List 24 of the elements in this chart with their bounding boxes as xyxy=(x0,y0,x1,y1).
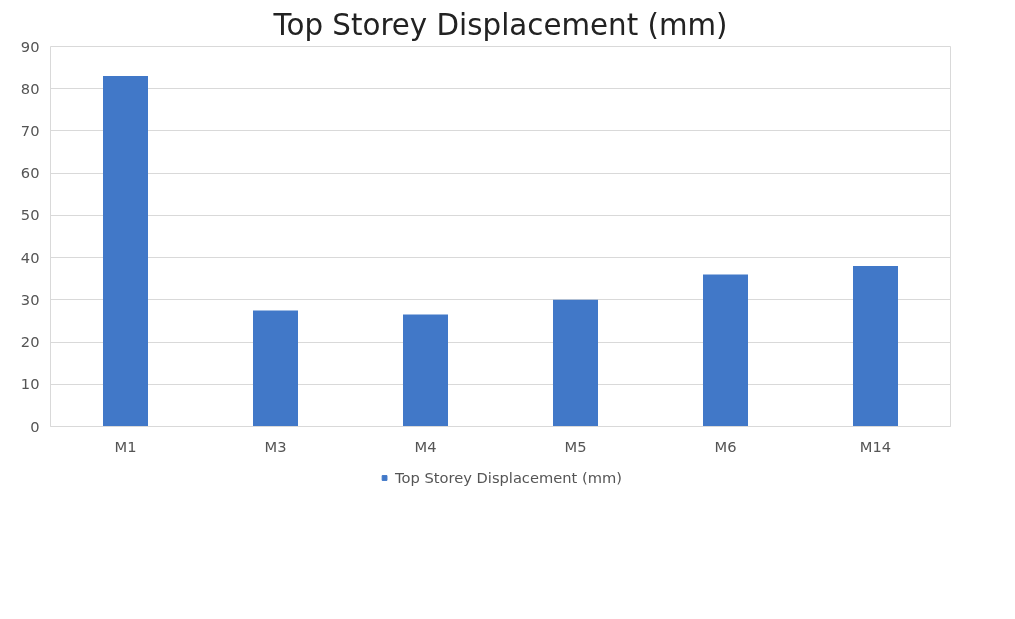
x-tick-label: M6 xyxy=(714,437,737,455)
x-tick-label: M4 xyxy=(414,437,437,455)
bar xyxy=(703,274,748,427)
bar xyxy=(103,76,148,427)
y-tick-label: 40 xyxy=(20,248,40,266)
x-tick-label: M14 xyxy=(859,437,892,455)
bar xyxy=(403,314,448,427)
x-tick-label: M1 xyxy=(114,437,137,455)
bar xyxy=(853,266,898,427)
y-tick-label: 50 xyxy=(20,206,40,224)
x-tick-label: M3 xyxy=(264,437,287,455)
y-tick-label: 20 xyxy=(20,333,40,351)
y-tick-label: 10 xyxy=(20,375,40,393)
legend-label: Top Storey Displacement (mm) xyxy=(395,468,622,486)
y-tick-label: 0 xyxy=(30,417,40,435)
y-tick-label: 90 xyxy=(20,37,40,55)
y-tick-label: 60 xyxy=(20,164,40,182)
y-tick-label: 30 xyxy=(20,290,40,308)
bar xyxy=(253,310,298,427)
y-tick-label: 70 xyxy=(20,121,40,139)
y-tick-label: 80 xyxy=(20,79,40,97)
x-tick-label: M5 xyxy=(564,437,587,455)
bar xyxy=(553,299,598,427)
chart-title: Top Storey Displacement (mm) xyxy=(272,7,728,42)
